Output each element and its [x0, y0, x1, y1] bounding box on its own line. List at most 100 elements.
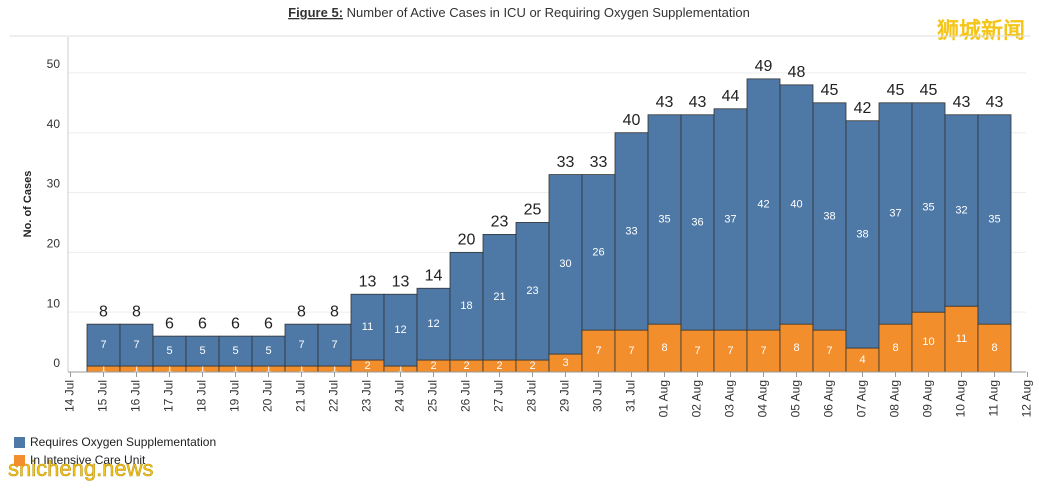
segment-label: 7 [331, 339, 337, 351]
x-tick-label: 28 Jul [525, 380, 539, 412]
segment-label: 30 [559, 258, 571, 270]
y-tick-label: 10 [47, 296, 61, 310]
x-tick-label: 12 Aug [1020, 380, 1034, 417]
bar-segment [977, 114, 1012, 325]
legend-swatch [14, 455, 25, 466]
segment-label: 1 [199, 363, 205, 375]
total-label: 13 [359, 273, 377, 290]
total-label: 14 [425, 267, 443, 284]
total-label: 43 [953, 94, 971, 111]
x-tick-label: 26 Jul [459, 380, 473, 412]
x-tick-label: 11 Aug [987, 380, 1001, 416]
total-label: 40 [623, 112, 641, 129]
total-label: 45 [920, 82, 938, 99]
total-label: 6 [264, 315, 273, 332]
segment-label: 7 [826, 345, 832, 357]
segment-label: 8 [661, 342, 667, 354]
bar-segment [383, 293, 418, 367]
x-tick-label: 08 Aug [888, 380, 902, 417]
total-label: 43 [689, 94, 707, 111]
segment-label: 11 [362, 321, 373, 333]
x-tick-label: 18 Jul [195, 380, 209, 412]
segment-label: 2 [364, 360, 370, 372]
chart-title: Number of Active Cases in ICU or Requiri… [347, 5, 750, 20]
segment-label: 2 [529, 360, 535, 372]
x-tick-label: 04 Aug [756, 380, 770, 417]
segment-label: 21 [493, 291, 505, 303]
total-label: 8 [297, 303, 306, 320]
total-label: 8 [330, 303, 339, 320]
chart-title-group: Figure 5: Number of Active Cases in ICU … [288, 5, 750, 20]
segment-label: 8 [991, 342, 997, 354]
bar-segment [713, 108, 748, 331]
total-label: 6 [198, 315, 207, 332]
x-tick-label: 06 Aug [822, 380, 836, 417]
x-tick-label: 20 Jul [261, 380, 275, 412]
x-tick-label: 17 Jul [162, 380, 176, 412]
legend-label: In Intensive Care Unit [30, 453, 146, 467]
segment-label: 33 [625, 225, 637, 237]
segment-label: 12 [394, 324, 406, 336]
segment-label: 7 [298, 339, 304, 351]
bar-segment [779, 84, 814, 325]
segment-label: 5 [166, 345, 172, 357]
x-tick-label: 25 Jul [426, 380, 440, 412]
bar-segment [350, 293, 385, 361]
segment-label: 23 [526, 285, 538, 297]
total-label: 8 [99, 303, 108, 320]
y-tick-label: 0 [53, 356, 60, 370]
y-axis-label: No. of Cases [22, 171, 34, 238]
total-label: 45 [887, 82, 905, 99]
total-label: 20 [458, 232, 476, 249]
segment-label: 7 [694, 345, 700, 357]
x-tick-label: 03 Aug [723, 380, 737, 417]
total-label: 25 [524, 202, 542, 219]
x-tick-label: 31 Jul [624, 380, 638, 412]
total-label: 42 [854, 100, 872, 117]
x-tick-label: 21 Jul [294, 380, 308, 412]
segment-label: 26 [592, 246, 604, 258]
bar-segment [416, 287, 451, 361]
segment-label: 7 [727, 345, 733, 357]
segment-label: 7 [100, 339, 106, 351]
figure-number: Figure 5: [288, 5, 343, 20]
total-label: 48 [788, 64, 806, 81]
y-tick-label: 30 [47, 177, 61, 191]
total-label: 44 [722, 88, 740, 105]
x-tick-label: 09 Aug [921, 380, 935, 417]
x-tick-label: 14 Jul [63, 380, 77, 412]
x-tick-label: 10 Aug [954, 380, 968, 417]
bar-segment [680, 114, 715, 331]
segment-label: 18 [460, 300, 472, 312]
bar-segment [317, 323, 352, 367]
legend-label: Requires Oxygen Supplementation [30, 435, 216, 449]
y-tick-label: 50 [47, 57, 61, 71]
total-label: 6 [165, 315, 174, 332]
segment-label: 1 [298, 363, 304, 375]
y-tick-label: 40 [47, 117, 61, 131]
total-label: 49 [755, 58, 773, 75]
segment-label: 5 [265, 345, 271, 357]
segment-label: 35 [922, 201, 934, 213]
legend-swatch [14, 437, 25, 448]
total-label: 33 [590, 154, 608, 171]
x-tick-label: 07 Aug [855, 380, 869, 417]
x-tick-label: 22 Jul [327, 380, 341, 412]
segment-label: 8 [793, 342, 799, 354]
segment-label: 1 [397, 363, 403, 375]
bar-segment [218, 335, 253, 367]
bar-segment [482, 234, 517, 361]
segment-label: 1 [331, 363, 337, 375]
total-label: 33 [557, 154, 575, 171]
x-tick-label: 19 Jul [228, 380, 242, 412]
segment-label: 8 [892, 342, 898, 354]
bar-segment [746, 78, 781, 331]
segment-label: 7 [133, 339, 139, 351]
x-tick-label: 24 Jul [393, 380, 407, 412]
segment-label: 38 [823, 210, 835, 222]
segment-label: 35 [988, 213, 1000, 225]
bar-segment [581, 174, 616, 331]
segment-label: 32 [955, 204, 967, 216]
